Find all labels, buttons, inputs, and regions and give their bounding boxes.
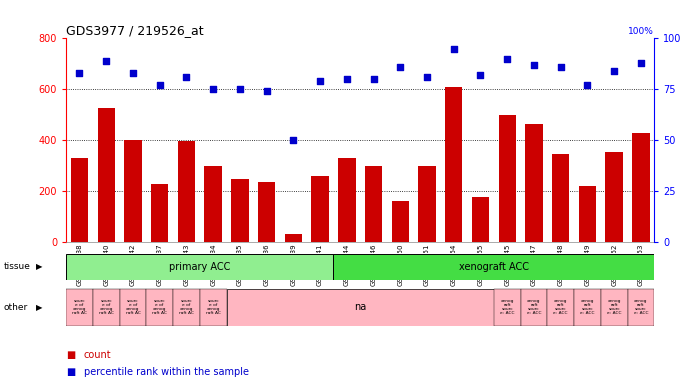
Bar: [125, 140, 142, 242]
Text: ■: ■: [66, 367, 75, 377]
Point: [287, 137, 299, 143]
Point: [154, 82, 165, 88]
Bar: [285, 234, 302, 242]
Text: na: na: [354, 302, 366, 312]
Bar: [498, 115, 516, 242]
Bar: [66, 254, 333, 280]
Bar: [521, 289, 547, 326]
Bar: [578, 187, 596, 242]
Text: ▶: ▶: [36, 262, 42, 271]
Bar: [177, 141, 195, 242]
Point: [582, 82, 593, 88]
Bar: [120, 289, 146, 326]
Text: 100%: 100%: [628, 27, 654, 36]
Bar: [601, 289, 628, 326]
Bar: [628, 289, 654, 326]
Text: GDS3977 / 219526_at: GDS3977 / 219526_at: [66, 24, 204, 37]
Point: [448, 46, 459, 52]
Bar: [151, 184, 168, 242]
Point: [74, 70, 85, 76]
Text: other: other: [3, 303, 28, 312]
Text: sourc
e of
xenog
raft AC: sourc e of xenog raft AC: [206, 299, 221, 315]
Point: [315, 78, 326, 84]
Bar: [418, 166, 436, 242]
Point: [261, 88, 272, 94]
Point: [608, 68, 619, 74]
Bar: [226, 289, 494, 326]
Text: xenog
raft
sourc
e: ACC: xenog raft sourc e: ACC: [527, 299, 541, 315]
Point: [528, 62, 539, 68]
Bar: [205, 166, 222, 242]
Bar: [574, 289, 601, 326]
Bar: [146, 289, 173, 326]
Point: [475, 72, 486, 78]
Bar: [525, 124, 543, 242]
Bar: [445, 87, 462, 242]
Point: [341, 76, 352, 82]
Point: [127, 70, 139, 76]
Point: [181, 74, 192, 80]
Point: [422, 74, 433, 80]
Text: primary ACC: primary ACC: [169, 262, 230, 272]
Text: sourc
e of
xenog
raft AC: sourc e of xenog raft AC: [99, 299, 113, 315]
Text: sourc
e of
xenog
raft AC: sourc e of xenog raft AC: [125, 299, 141, 315]
Text: xenograft ACC: xenograft ACC: [459, 262, 529, 272]
Text: ■: ■: [66, 350, 75, 360]
Bar: [97, 108, 115, 242]
Text: xenog
raft
sourc
e: ACC: xenog raft sourc e: ACC: [633, 299, 648, 315]
Bar: [311, 176, 329, 242]
Point: [368, 76, 379, 82]
Text: xenog
raft
sourc
e: ACC: xenog raft sourc e: ACC: [553, 299, 568, 315]
Point: [235, 86, 246, 93]
Bar: [71, 158, 88, 242]
Point: [207, 86, 219, 93]
Text: sourc
e of
xenog
raft AC: sourc e of xenog raft AC: [179, 299, 194, 315]
Bar: [200, 289, 226, 326]
Bar: [552, 154, 569, 242]
Text: count: count: [84, 350, 111, 360]
Bar: [392, 201, 409, 242]
Bar: [547, 289, 574, 326]
Bar: [258, 182, 276, 242]
Bar: [632, 132, 649, 242]
Text: sourc
e of
xenog
raft AC: sourc e of xenog raft AC: [152, 299, 167, 315]
Text: ▶: ▶: [36, 303, 42, 312]
Text: percentile rank within the sample: percentile rank within the sample: [84, 367, 248, 377]
Text: xenog
raft
sourc
e: ACC: xenog raft sourc e: ACC: [580, 299, 594, 315]
Point: [502, 56, 513, 62]
Point: [555, 64, 567, 70]
Text: tissue: tissue: [3, 262, 31, 271]
Text: xenog
raft
sourc
e: ACC: xenog raft sourc e: ACC: [500, 299, 514, 315]
Point: [635, 60, 647, 66]
Point: [101, 58, 112, 64]
Bar: [494, 289, 521, 326]
Bar: [365, 166, 382, 242]
Bar: [338, 158, 356, 242]
Bar: [333, 254, 654, 280]
Text: xenog
raft
sourc
e: ACC: xenog raft sourc e: ACC: [607, 299, 622, 315]
Bar: [606, 152, 623, 242]
Bar: [66, 289, 93, 326]
Bar: [93, 289, 120, 326]
Point: [395, 64, 406, 70]
Bar: [472, 197, 489, 242]
Bar: [231, 179, 248, 242]
Bar: [173, 289, 200, 326]
Text: sourc
e of
xenog
raft AC: sourc e of xenog raft AC: [72, 299, 87, 315]
